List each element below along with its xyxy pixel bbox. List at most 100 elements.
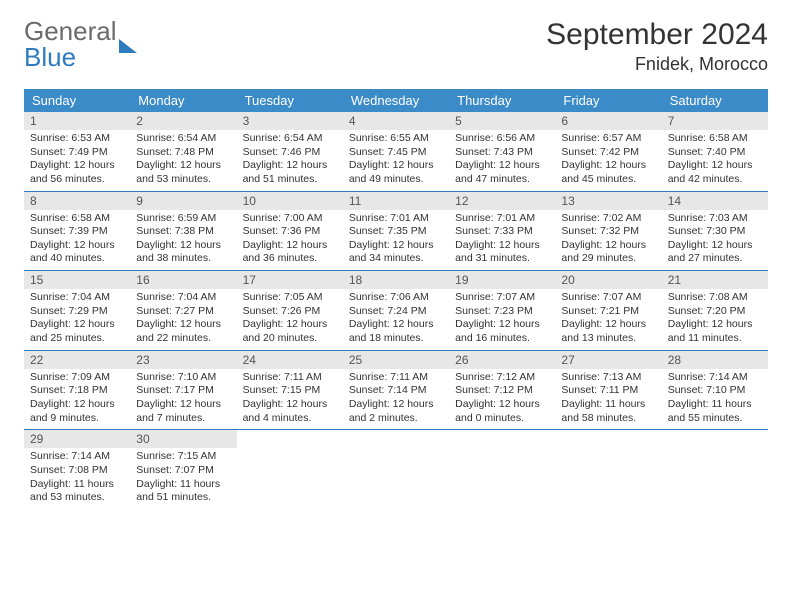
day-cell: 14Sunrise: 7:03 AMSunset: 7:30 PMDayligh… xyxy=(662,192,768,271)
sunrise-line: Sunrise: 7:15 AM xyxy=(136,450,230,464)
sunrise-line: Sunrise: 7:10 AM xyxy=(136,371,230,385)
sunset-line: Sunset: 7:24 PM xyxy=(349,305,443,319)
sunrise-line: Sunrise: 6:56 AM xyxy=(455,132,549,146)
day-number: 16 xyxy=(130,271,236,289)
day-number: 22 xyxy=(24,351,130,369)
sunset-line: Sunset: 7:07 PM xyxy=(136,464,230,478)
day-body: Sunrise: 6:54 AMSunset: 7:48 PMDaylight:… xyxy=(130,130,236,191)
week-row: 8Sunrise: 6:58 AMSunset: 7:39 PMDaylight… xyxy=(24,192,768,272)
day-cell: 25Sunrise: 7:11 AMSunset: 7:14 PMDayligh… xyxy=(343,351,449,430)
day-number: 23 xyxy=(130,351,236,369)
day-number: 8 xyxy=(24,192,130,210)
day-body: Sunrise: 6:58 AMSunset: 7:40 PMDaylight:… xyxy=(662,130,768,191)
day-number: 27 xyxy=(555,351,661,369)
day-body: Sunrise: 7:10 AMSunset: 7:17 PMDaylight:… xyxy=(130,369,236,430)
day-cell: 22Sunrise: 7:09 AMSunset: 7:18 PMDayligh… xyxy=(24,351,130,430)
day-cell: 26Sunrise: 7:12 AMSunset: 7:12 PMDayligh… xyxy=(449,351,555,430)
sunrise-line: Sunrise: 7:01 AM xyxy=(349,212,443,226)
weekday-header: Sunday Monday Tuesday Wednesday Thursday… xyxy=(24,89,768,112)
day-cell: 23Sunrise: 7:10 AMSunset: 7:17 PMDayligh… xyxy=(130,351,236,430)
day-cell: 13 Sunrise: 7:02 AMSunset: 7:32 PMDayligh… xyxy=(555,192,661,271)
sunset-line: Sunset: 7:38 PM xyxy=(136,225,230,239)
day-number: 6 xyxy=(555,112,661,130)
day-number: 26 xyxy=(449,351,555,369)
day-cell-empty: .. xyxy=(343,430,449,509)
sunrise-line: Sunrise: 7:13 AM xyxy=(561,371,655,385)
sunrise-line: Sunrise: 7:11 AM xyxy=(349,371,443,385)
day-cell: 21Sunrise: 7:08 AMSunset: 7:20 PMDayligh… xyxy=(662,271,768,350)
brand-logo: General Blue xyxy=(24,18,137,70)
day-body: Sunrise: 6:53 AMSunset: 7:49 PMDaylight:… xyxy=(24,130,130,191)
daylight-line: Daylight: 12 hours and 29 minutes. xyxy=(561,239,655,266)
day-cell: 27Sunrise: 7:13 AMSunset: 7:11 PMDayligh… xyxy=(555,351,661,430)
sunset-line: Sunset: 7:32 PM xyxy=(561,225,655,239)
sunrise-line: Sunrise: 7:04 AM xyxy=(30,291,124,305)
daylight-line: Daylight: 12 hours and 25 minutes. xyxy=(30,318,124,345)
day-number: 30 xyxy=(130,430,236,448)
daylight-line: Daylight: 12 hours and 0 minutes. xyxy=(455,398,549,425)
sunrise-line: Sunrise: 7:12 AM xyxy=(455,371,549,385)
day-number: 18 xyxy=(343,271,449,289)
day-cell: 15Sunrise: 7:04 AMSunset: 7:29 PMDayligh… xyxy=(24,271,130,350)
sunset-line: Sunset: 7:36 PM xyxy=(243,225,337,239)
daylight-line: Daylight: 11 hours and 58 minutes. xyxy=(561,398,655,425)
sunset-line: Sunset: 7:48 PM xyxy=(136,146,230,160)
day-body: Sunrise: 7:14 AMSunset: 7:10 PMDaylight:… xyxy=(662,369,768,430)
sunset-line: Sunset: 7:46 PM xyxy=(243,146,337,160)
daylight-line: Daylight: 12 hours and 20 minutes. xyxy=(243,318,337,345)
day-cell: 10Sunrise: 7:00 AMSunset: 7:36 PMDayligh… xyxy=(237,192,343,271)
daylight-line: Daylight: 12 hours and 31 minutes. xyxy=(455,239,549,266)
day-cell: 20Sunrise: 7:07 AMSunset: 7:21 PMDayligh… xyxy=(555,271,661,350)
sunrise-line: Sunrise: 7:02 AM xyxy=(561,212,655,226)
sunrise-line: Sunrise: 7:07 AM xyxy=(455,291,549,305)
day-body: Sunrise: 7:07 AMSunset: 7:23 PMDaylight:… xyxy=(449,289,555,350)
day-cell: 16Sunrise: 7:04 AMSunset: 7:27 PMDayligh… xyxy=(130,271,236,350)
day-number: 4 xyxy=(343,112,449,130)
day-body: Sunrise: 7:09 AMSunset: 7:18 PMDaylight:… xyxy=(24,369,130,430)
day-body: Sunrise: 6:59 AMSunset: 7:38 PMDaylight:… xyxy=(130,210,236,271)
day-number: 7 xyxy=(662,112,768,130)
day-cell: 8Sunrise: 6:58 AMSunset: 7:39 PMDaylight… xyxy=(24,192,130,271)
sunrise-line: Sunrise: 7:01 AM xyxy=(455,212,549,226)
sunset-line: Sunset: 7:08 PM xyxy=(30,464,124,478)
day-number: 21 xyxy=(662,271,768,289)
sunrise-line: Sunrise: 7:08 AM xyxy=(668,291,762,305)
sunset-line: Sunset: 7:23 PM xyxy=(455,305,549,319)
day-body: Sunrise: 7:14 AMSunset: 7:08 PMDaylight:… xyxy=(24,448,130,509)
day-cell: 3Sunrise: 6:54 AMSunset: 7:46 PMDaylight… xyxy=(237,112,343,191)
daylight-line: Daylight: 12 hours and 36 minutes. xyxy=(243,239,337,266)
daylight-line: Daylight: 12 hours and 49 minutes. xyxy=(349,159,443,186)
day-cell-empty: .. xyxy=(237,430,343,509)
day-cell: 6Sunrise: 6:57 AMSunset: 7:42 PMDaylight… xyxy=(555,112,661,191)
day-number: 17 xyxy=(237,271,343,289)
day-cell: 17Sunrise: 7:05 AMSunset: 7:26 PMDayligh… xyxy=(237,271,343,350)
day-number: 1 xyxy=(24,112,130,130)
daylight-line: Daylight: 12 hours and 2 minutes. xyxy=(349,398,443,425)
sunset-line: Sunset: 7:49 PM xyxy=(30,146,124,160)
sunrise-line: Sunrise: 6:58 AM xyxy=(668,132,762,146)
month-title: September 2024 xyxy=(546,18,768,52)
sunrise-line: Sunrise: 7:14 AM xyxy=(668,371,762,385)
daylight-line: Daylight: 12 hours and 7 minutes. xyxy=(136,398,230,425)
day-number: 15 xyxy=(24,271,130,289)
day-body: Sunrise: 6:56 AMSunset: 7:43 PMDaylight:… xyxy=(449,130,555,191)
day-number: 13 xyxy=(555,192,661,210)
day-cell: 28Sunrise: 7:14 AMSunset: 7:10 PMDayligh… xyxy=(662,351,768,430)
day-cell: 29Sunrise: 7:14 AMSunset: 7:08 PMDayligh… xyxy=(24,430,130,509)
sunrise-line: Sunrise: 7:00 AM xyxy=(243,212,337,226)
daylight-line: Daylight: 12 hours and 4 minutes. xyxy=(243,398,337,425)
daylight-line: Daylight: 12 hours and 51 minutes. xyxy=(243,159,337,186)
daylight-line: Daylight: 12 hours and 13 minutes. xyxy=(561,318,655,345)
day-cell: 11Sunrise: 7:01 AMSunset: 7:35 PMDayligh… xyxy=(343,192,449,271)
sunset-line: Sunset: 7:40 PM xyxy=(668,146,762,160)
sunset-line: Sunset: 7:45 PM xyxy=(349,146,443,160)
day-body: Sunrise: 7:07 AMSunset: 7:21 PMDaylight:… xyxy=(555,289,661,350)
sunset-line: Sunset: 7:18 PM xyxy=(30,384,124,398)
day-body: Sunrise: 7:03 AMSunset: 7:30 PMDaylight:… xyxy=(662,210,768,271)
sunset-line: Sunset: 7:35 PM xyxy=(349,225,443,239)
sunrise-line: Sunrise: 7:14 AM xyxy=(30,450,124,464)
day-body: Sunrise: 7:06 AMSunset: 7:24 PMDaylight:… xyxy=(343,289,449,350)
day-number: 20 xyxy=(555,271,661,289)
sunrise-line: Sunrise: 6:59 AM xyxy=(136,212,230,226)
calendar: Sunday Monday Tuesday Wednesday Thursday… xyxy=(24,89,768,509)
